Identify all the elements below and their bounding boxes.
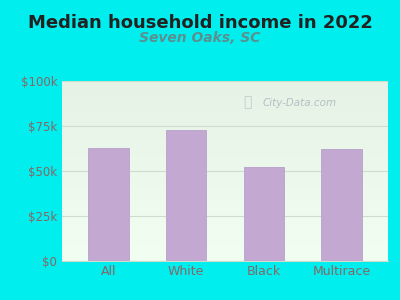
Text: Seven Oaks, SC: Seven Oaks, SC [139, 32, 261, 46]
Text: City-Data.com: City-Data.com [263, 98, 337, 108]
Bar [244, 167, 284, 261]
Text: Median household income in 2022: Median household income in 2022 [28, 14, 372, 32]
Bar [321, 149, 362, 261]
Bar [88, 148, 129, 261]
Text: ⌕: ⌕ [244, 96, 252, 110]
Bar [166, 130, 206, 261]
